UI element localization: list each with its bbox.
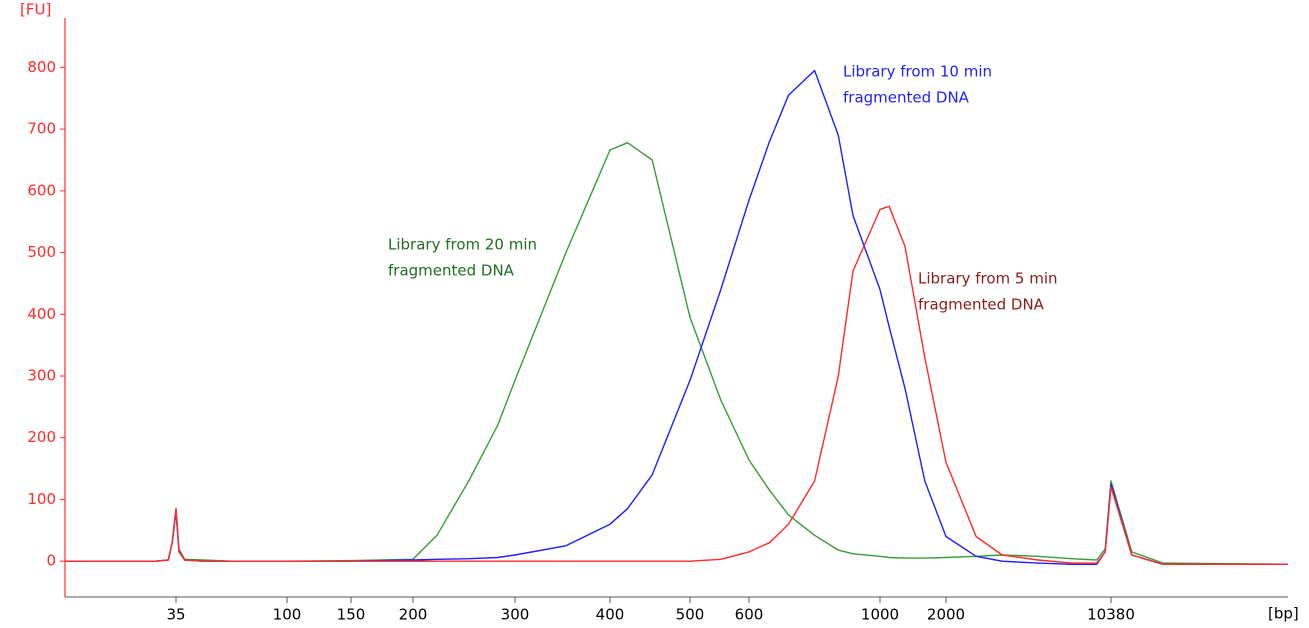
y-tick-label: 800 xyxy=(27,58,56,76)
y-tick-label: 700 xyxy=(27,120,56,138)
x-tick-label: 2000 xyxy=(927,606,965,624)
y-tick-label: 100 xyxy=(27,490,56,508)
x-tick-label: 500 xyxy=(676,606,705,624)
y-tick-label: 300 xyxy=(27,367,56,385)
x-tick-label: 100 xyxy=(273,606,302,624)
y-tick-label: 400 xyxy=(27,305,56,323)
y-axis-label: [FU] xyxy=(20,1,51,19)
y-tick-label: 600 xyxy=(27,181,56,199)
y-tick-label: 200 xyxy=(27,428,56,446)
x-tick-label: 300 xyxy=(501,606,530,624)
x-tick-label: 400 xyxy=(596,606,625,624)
y-tick-label: 0 xyxy=(46,552,56,570)
annotation: fragmented DNA xyxy=(843,89,970,107)
x-tick-label: 35 xyxy=(166,606,185,624)
y-tick-label: 500 xyxy=(27,243,56,261)
series-line xyxy=(65,205,1288,565)
x-tick-label: 200 xyxy=(399,606,428,624)
annotation: Library from 5 min xyxy=(918,270,1058,288)
annotation: Library from 20 min xyxy=(388,236,537,254)
annotation: fragmented DNA xyxy=(388,262,515,280)
x-tick-label: 150 xyxy=(337,606,366,624)
annotation: Library from 10 min xyxy=(843,63,992,81)
annotation: fragmented DNA xyxy=(918,296,1045,314)
x-axis-label: [bp] xyxy=(1268,605,1299,623)
series-line xyxy=(65,69,1288,565)
series-line xyxy=(65,142,1289,565)
x-tick-label: 600 xyxy=(735,606,764,624)
x-tick-label: 10380 xyxy=(1087,606,1135,624)
x-tick-label: 1000 xyxy=(861,606,899,624)
